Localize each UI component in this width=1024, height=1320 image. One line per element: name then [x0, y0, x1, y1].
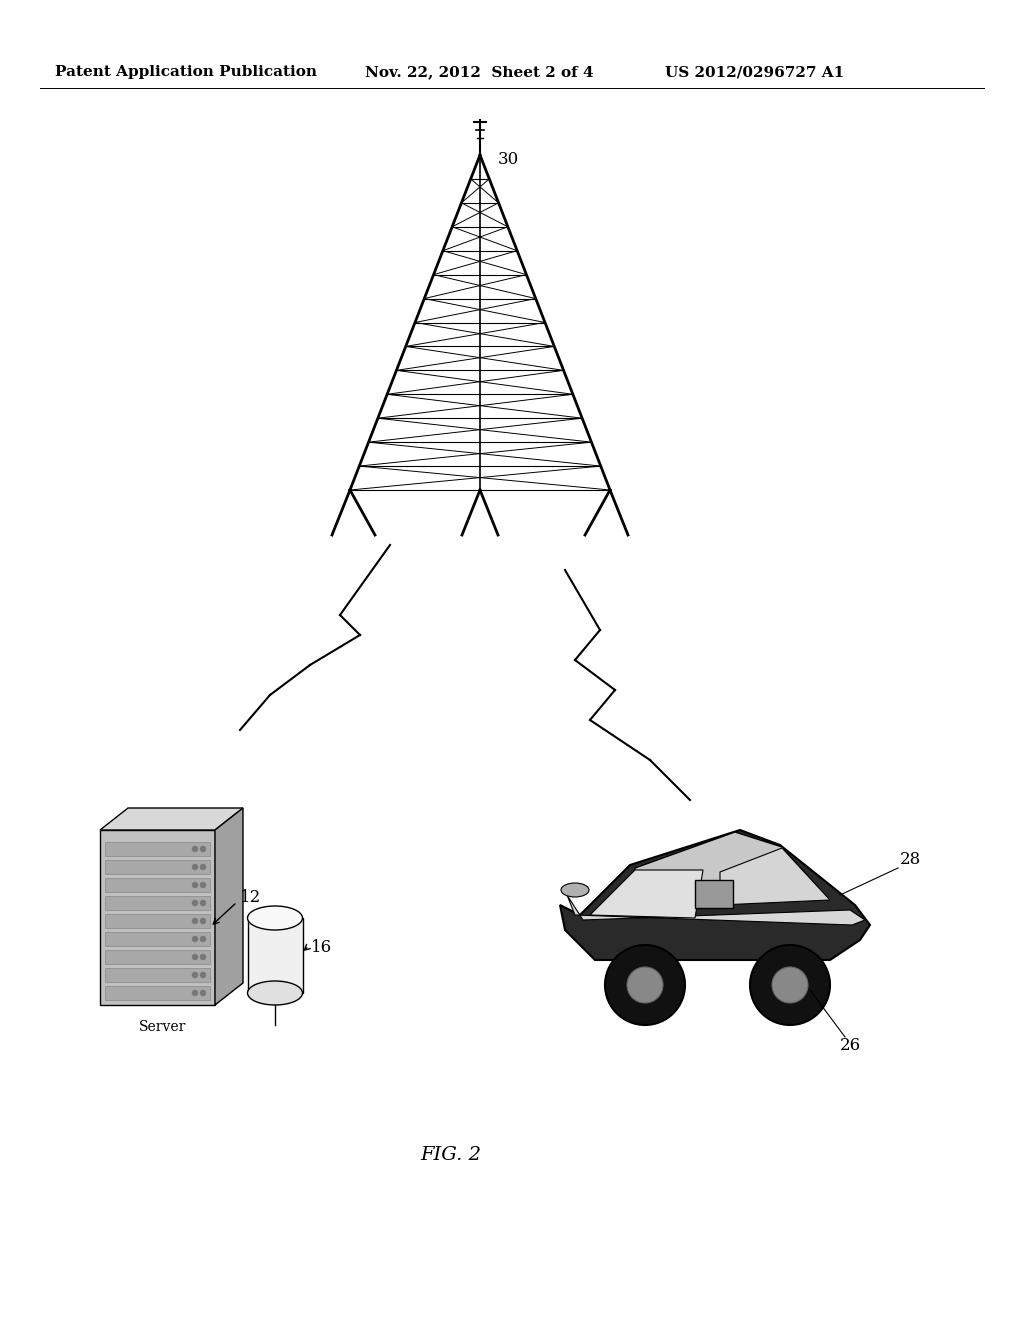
Ellipse shape [248, 906, 302, 931]
Polygon shape [248, 917, 303, 993]
Circle shape [193, 936, 198, 941]
Circle shape [201, 846, 206, 851]
Polygon shape [105, 896, 210, 909]
Polygon shape [215, 808, 243, 1005]
Polygon shape [105, 950, 210, 964]
Circle shape [201, 919, 206, 924]
Polygon shape [720, 847, 830, 906]
Circle shape [193, 900, 198, 906]
Ellipse shape [561, 883, 589, 898]
Text: US 2012/0296727 A1: US 2012/0296727 A1 [665, 65, 844, 79]
Text: Nov. 22, 2012  Sheet 2 of 4: Nov. 22, 2012 Sheet 2 of 4 [365, 65, 594, 79]
Polygon shape [105, 986, 210, 1001]
Circle shape [193, 973, 198, 978]
Text: 16: 16 [311, 940, 332, 957]
Polygon shape [105, 932, 210, 946]
Polygon shape [567, 895, 865, 925]
Circle shape [201, 936, 206, 941]
Circle shape [201, 973, 206, 978]
Circle shape [193, 990, 198, 995]
Text: 30: 30 [498, 152, 519, 169]
Circle shape [605, 945, 685, 1026]
Polygon shape [100, 808, 243, 830]
Circle shape [201, 900, 206, 906]
Text: Patent Application Publication: Patent Application Publication [55, 65, 317, 79]
Circle shape [201, 883, 206, 887]
Text: 28: 28 [900, 851, 922, 869]
Text: Server: Server [139, 1020, 186, 1034]
Polygon shape [105, 861, 210, 874]
Circle shape [193, 865, 198, 870]
Circle shape [201, 865, 206, 870]
Polygon shape [635, 832, 820, 900]
Polygon shape [105, 842, 210, 855]
Text: 26: 26 [840, 1036, 861, 1053]
Circle shape [750, 945, 830, 1026]
Circle shape [772, 968, 808, 1003]
Circle shape [193, 846, 198, 851]
Polygon shape [560, 830, 870, 960]
Polygon shape [105, 878, 210, 892]
Text: FIG. 2: FIG. 2 [420, 1146, 481, 1164]
Polygon shape [100, 830, 215, 1005]
Circle shape [201, 954, 206, 960]
Polygon shape [105, 913, 210, 928]
Circle shape [193, 954, 198, 960]
Polygon shape [590, 870, 703, 917]
Ellipse shape [248, 981, 302, 1005]
Text: 12: 12 [240, 888, 261, 906]
Polygon shape [105, 968, 210, 982]
Polygon shape [695, 880, 733, 908]
Circle shape [193, 883, 198, 887]
Circle shape [627, 968, 663, 1003]
Circle shape [201, 990, 206, 995]
Circle shape [193, 919, 198, 924]
